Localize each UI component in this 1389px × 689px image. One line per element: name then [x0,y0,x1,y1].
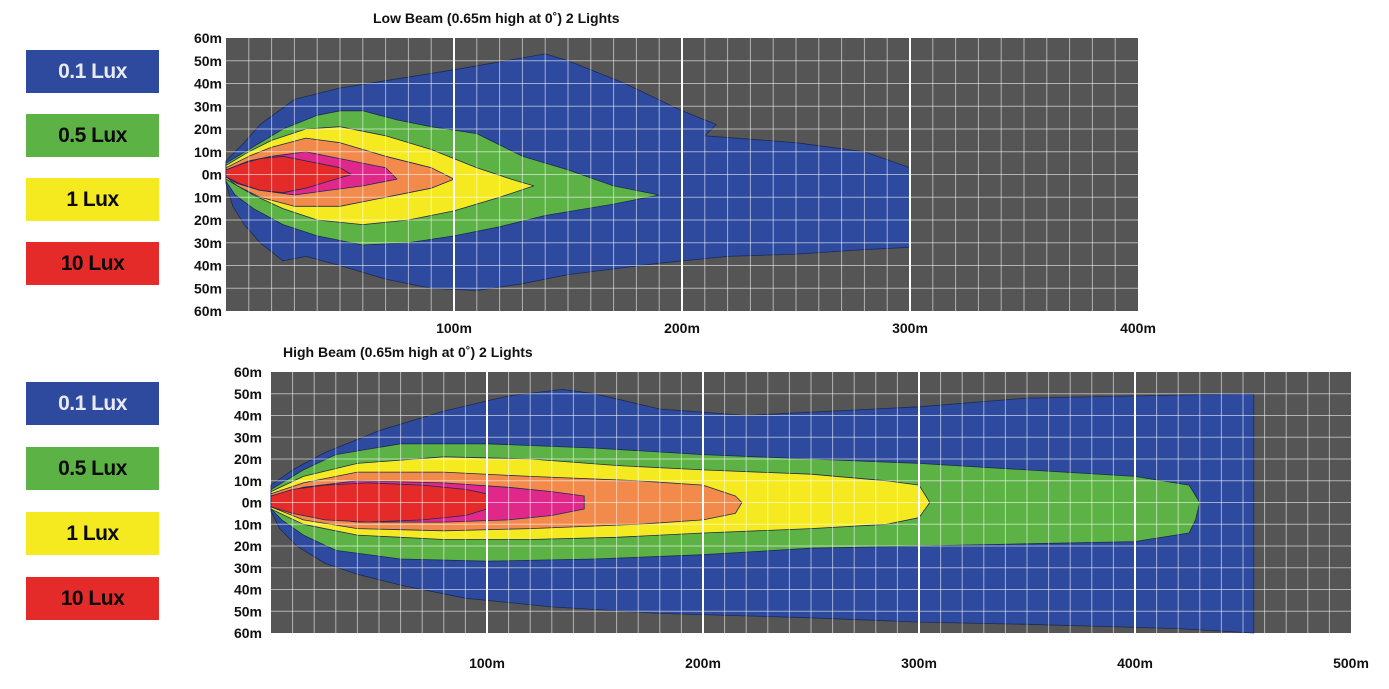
low-legend-1-lux: 1 Lux [26,178,159,221]
low-legend-0-1-lux: 0.1 Lux [26,50,159,93]
high-beam-title: High Beam (0.65m high at 0˚) 2 Lights [283,344,533,360]
high-y-tick-label: 50m [234,603,262,619]
high-y-tick-label: 10m [234,473,262,489]
high-y-tick-label: 60m [234,364,262,380]
high-x-tick-label: 400m [1117,655,1153,671]
low-y-tick-label: 60m [194,303,222,319]
high-x-tick-label: 100m [469,655,505,671]
low-y-tick-label: 40m [194,76,222,92]
low-y-tick-label: 30m [194,98,222,114]
high-legend-1-lux: 1 Lux [26,512,159,555]
high-y-tick-label: 50m [234,386,262,402]
low-x-tick-label: 200m [664,320,700,336]
low-x-tick-label: 400m [1120,320,1156,336]
high-legend-10-lux: 10 Lux [26,577,159,620]
high-legend-0-5-lux: 0.5 Lux [26,447,159,490]
low-y-tick-label: 60m [194,30,222,46]
low-y-tick-label: 20m [194,212,222,228]
high-y-tick-label: 60m [234,625,262,641]
high-x-tick-label: 300m [901,655,937,671]
low-y-tick-label: 30m [194,235,222,251]
high-x-tick-label: 200m [685,655,721,671]
low-y-tick-label: 50m [194,280,222,296]
high-y-tick-label: 40m [234,408,262,424]
high-y-tick-label: 0m [242,495,262,511]
high-y-tick-label: 10m [234,516,262,532]
high-x-tick-label: 500m [1333,655,1369,671]
low-y-tick-label: 10m [194,144,222,160]
low-beam-title: Low Beam (0.65m high at 0˚) 2 Lights [373,10,620,26]
low-grid [226,38,1138,311]
high-y-tick-label: 40m [234,582,262,598]
low-y-tick-label: 20m [194,121,222,137]
high-grid [271,372,1351,633]
high-y-tick-label: 30m [234,560,262,576]
high-legend-0-1-lux: 0.1 Lux [26,382,159,425]
high-y-tick-label: 30m [234,429,262,445]
low-y-tick-label: 10m [194,189,222,205]
low-y-tick-label: 40m [194,258,222,274]
low-x-tick-label: 300m [892,320,928,336]
high-y-tick-label: 20m [234,451,262,467]
low-x-tick-label: 100m [436,320,472,336]
low-y-tick-label: 50m [194,53,222,69]
low-legend-10-lux: 10 Lux [26,242,159,285]
high-y-tick-label: 20m [234,538,262,554]
low-legend-0-5-lux: 0.5 Lux [26,114,159,157]
low-y-tick-label: 0m [202,167,222,183]
